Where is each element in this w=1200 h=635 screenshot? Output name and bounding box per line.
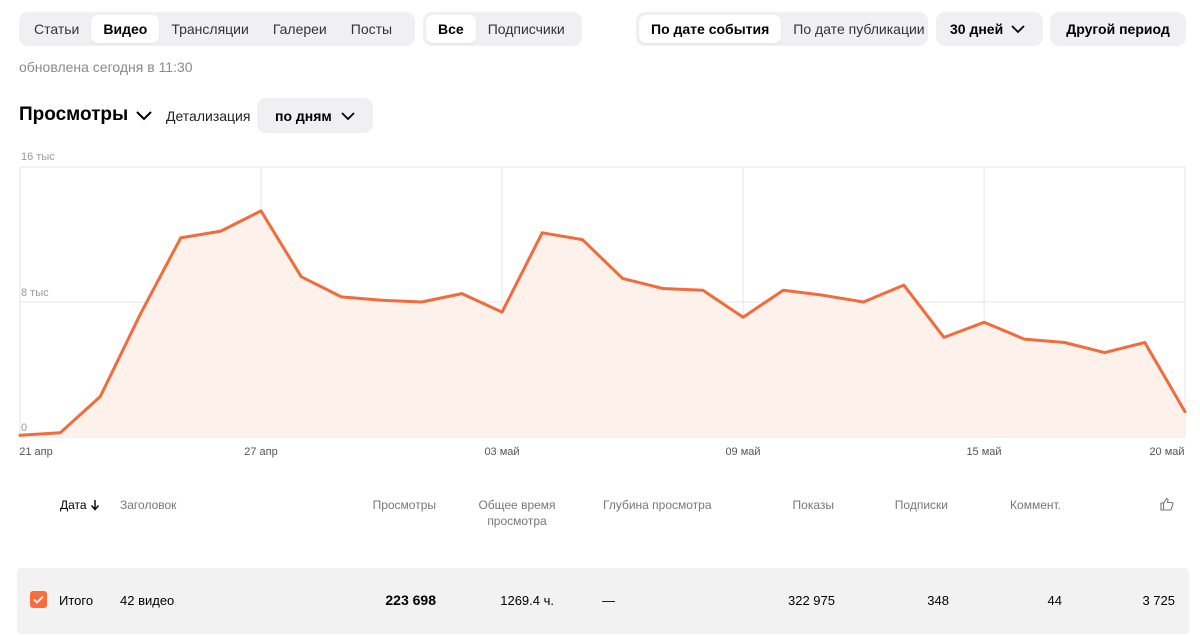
content-type-tabs: Статьи Видео Трансляции Галереи Посты [19, 12, 415, 46]
data-point [661, 287, 664, 290]
column-subscriptions[interactable]: Подписки [894, 498, 948, 512]
tab-subscribers[interactable]: Подписчики [487, 21, 565, 37]
data-point [621, 277, 624, 280]
data-point [300, 275, 303, 278]
data-point [500, 310, 504, 314]
data-point [139, 312, 142, 316]
x-tick-label: 21 апр [19, 446, 53, 458]
column-total-time-line1: Общее время [478, 498, 556, 512]
column-impressions[interactable]: Показы [792, 498, 834, 512]
y-tick-label: 16 тыс [21, 151, 55, 163]
other-period-button[interactable]: Другой период [1050, 12, 1186, 46]
data-point [541, 231, 544, 235]
checkmark-icon [33, 595, 44, 604]
data-point [380, 299, 383, 302]
data-point [460, 292, 464, 295]
column-views[interactable]: Просмотры [372, 498, 436, 512]
totals-impressions: 322 975 [788, 593, 835, 608]
data-point [862, 300, 865, 304]
data-point [340, 295, 343, 299]
tab-broadcasts[interactable]: Трансляции [171, 21, 249, 37]
totals-views: 223 698 [385, 592, 436, 608]
tab-posts[interactable]: Посты [350, 21, 393, 37]
views-chart [18, 166, 1187, 438]
chevron-down-icon [341, 111, 355, 120]
metric-dropdown[interactable]: Просмотры [19, 104, 152, 126]
column-total-time[interactable]: Общее время просмотра [470, 497, 564, 529]
tab-galleries[interactable]: Галереи [272, 21, 327, 37]
column-title[interactable]: Заголовок [120, 498, 177, 512]
data-point [1183, 410, 1187, 413]
x-tick-label: 15 май [966, 446, 1002, 458]
data-point [1063, 341, 1066, 344]
data-point [782, 288, 785, 292]
detail-dropdown[interactable]: по дням [257, 98, 373, 133]
data-point [982, 321, 986, 324]
tab-articles[interactable]: Статьи [34, 21, 80, 37]
data-point [420, 300, 423, 304]
column-date-label: Дата [60, 498, 87, 512]
data-point [942, 336, 946, 339]
updated-timestamp: обновлена сегодня в 11:30 [19, 59, 193, 75]
data-point [1103, 351, 1106, 354]
other-period-label: Другой период [1066, 21, 1170, 37]
series-area [20, 210, 1185, 437]
x-tick-label: 20 май [1149, 446, 1185, 458]
x-tick-label: 03 май [484, 446, 520, 458]
column-date[interactable]: Дата [60, 497, 100, 513]
totals-comments: 44 [1047, 593, 1062, 608]
series-line [18, 209, 1187, 437]
chevron-down-icon [1011, 25, 1025, 34]
data-point [219, 229, 223, 233]
chevron-down-icon [136, 110, 152, 120]
data-point [58, 431, 62, 434]
thumbs-up-icon[interactable] [1160, 497, 1174, 511]
tab-all[interactable]: Все [426, 15, 476, 43]
data-point [581, 238, 584, 241]
x-tick-label: 27 апр [244, 446, 278, 458]
totals-row [17, 568, 1189, 634]
tab-by-event-date[interactable]: По дате события [639, 15, 782, 43]
totals-label: Итого [59, 593, 94, 608]
data-point [179, 236, 182, 240]
audience-tabs: Все Подписчики [423, 12, 582, 46]
detail-value: по дням [275, 107, 332, 124]
x-tick-label: 09 май [725, 446, 761, 458]
totals-likes: 3 725 [1142, 593, 1175, 608]
column-total-time-line2: просмотра [487, 514, 547, 528]
data-point [902, 283, 905, 287]
date-mode-tabs: По дате события По дате публикации [636, 12, 928, 46]
data-point [741, 315, 745, 319]
metric-label: Просмотры [19, 104, 129, 125]
column-depth[interactable]: Глубина просмотра [603, 498, 712, 512]
y-tick-label: 8 тыс [21, 287, 49, 299]
period-dropdown[interactable]: 30 дней [936, 12, 1043, 46]
data-point [99, 395, 102, 398]
column-comments[interactable]: Коммент. [1010, 498, 1061, 512]
data-point [822, 294, 825, 297]
data-point [1023, 337, 1026, 341]
tab-video[interactable]: Видео [91, 15, 160, 43]
totals-video-count: 42 видео [120, 593, 175, 608]
data-point [701, 288, 705, 292]
totals-total-time: 1269.4 ч. [500, 593, 554, 608]
data-point [259, 209, 263, 213]
totals-depth: — [602, 593, 615, 608]
totals-subscriptions: 348 [927, 593, 949, 608]
period-label: 30 дней [950, 21, 1004, 37]
detail-label: Детализация [166, 108, 251, 124]
totals-checkbox[interactable] [30, 591, 47, 608]
data-point [1143, 341, 1147, 344]
data-point [18, 434, 22, 437]
y-tick-label: 0 [21, 422, 28, 434]
arrow-down-icon [90, 500, 99, 511]
tab-by-publication-date[interactable]: По дате публикации [793, 21, 925, 37]
